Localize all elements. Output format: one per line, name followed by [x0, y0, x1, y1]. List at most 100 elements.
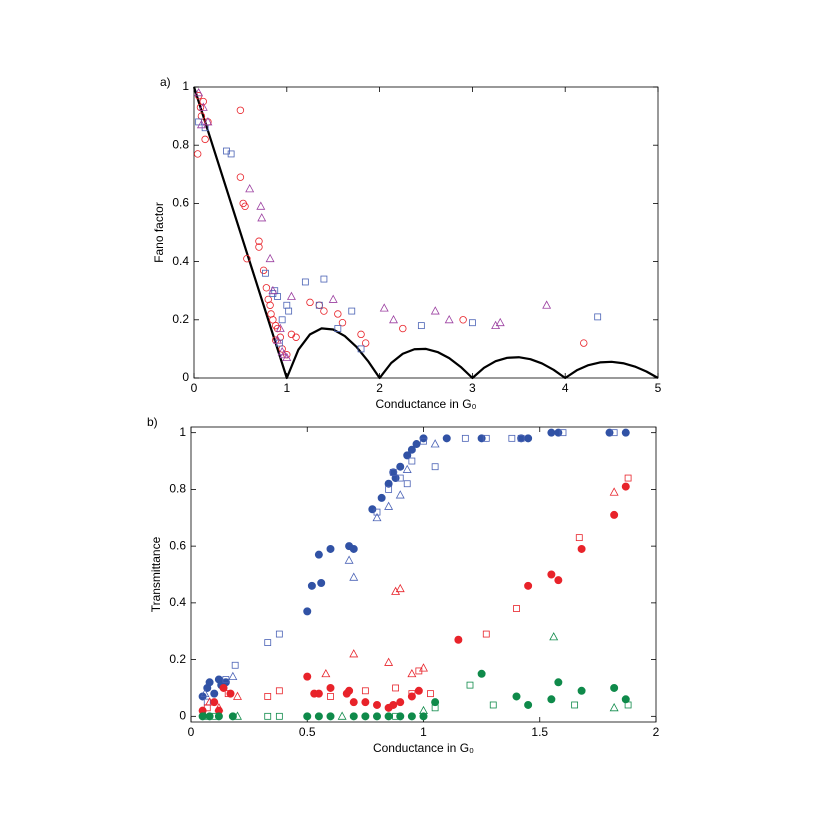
point: [361, 687, 369, 695]
point: [621, 482, 630, 491]
point: [200, 711, 210, 720]
y-tick-label: 0.2: [169, 652, 186, 666]
y-tick-label: 0.2: [172, 312, 189, 326]
point: [328, 294, 338, 303]
point: [399, 324, 407, 333]
point: [391, 586, 401, 595]
point: [275, 712, 283, 720]
y-tick-label: 0.4: [172, 254, 189, 268]
point: [395, 490, 405, 499]
point: [326, 712, 335, 721]
point: [454, 635, 463, 644]
point: [267, 310, 275, 318]
point: [326, 544, 335, 553]
point: [495, 317, 505, 327]
point: [301, 278, 309, 286]
point: [384, 657, 394, 666]
point: [389, 700, 398, 709]
point: [233, 691, 242, 700]
point: [266, 301, 274, 309]
point: [205, 678, 214, 687]
point: [224, 690, 232, 698]
point: [384, 712, 393, 721]
point: [389, 468, 397, 476]
point: [419, 712, 428, 721]
point: [349, 544, 358, 553]
point: [524, 434, 533, 443]
point: [372, 700, 381, 709]
point: [524, 581, 533, 590]
y-axis-label: Fano factor: [152, 202, 166, 263]
point: [348, 307, 356, 315]
point: [228, 671, 238, 681]
point: [396, 462, 405, 471]
point: [241, 202, 249, 211]
point: [419, 663, 428, 672]
point: [524, 700, 533, 709]
point: [412, 440, 421, 449]
point: [384, 501, 394, 510]
point: [315, 301, 323, 309]
point: [286, 291, 296, 300]
point: [408, 690, 416, 698]
point: [344, 555, 354, 564]
point: [403, 451, 412, 460]
point: [227, 150, 235, 158]
point: [210, 712, 218, 720]
point: [580, 339, 588, 347]
point: [257, 213, 267, 222]
point: [395, 583, 405, 593]
point: [609, 702, 619, 712]
point: [407, 712, 416, 721]
x-tick-label: 4: [562, 381, 569, 395]
x-axis-label: Conductance in G₀: [373, 741, 474, 755]
y-tick-label: 0.8: [169, 482, 186, 496]
point: [210, 689, 219, 698]
point: [219, 683, 228, 692]
point: [427, 690, 434, 698]
point: [361, 339, 370, 347]
point: [256, 201, 266, 210]
theory-line: [192, 86, 659, 380]
point: [403, 480, 411, 488]
point: [317, 579, 326, 588]
point: [430, 439, 440, 448]
point: [233, 711, 242, 720]
point: [396, 712, 405, 721]
panel-label: b): [147, 415, 158, 429]
point: [214, 702, 224, 712]
y-axis-label: Transmittance: [149, 536, 163, 612]
point: [417, 322, 425, 330]
point: [306, 298, 314, 307]
point: [489, 701, 497, 709]
point: [408, 457, 416, 465]
point: [334, 310, 342, 318]
y-tick-label: 0.4: [169, 595, 186, 609]
point: [517, 434, 526, 443]
y-tick-label: 0: [179, 708, 186, 722]
point: [283, 301, 291, 309]
point: [554, 576, 563, 585]
point: [419, 705, 428, 715]
point: [214, 712, 223, 721]
point: [407, 445, 416, 454]
y-tick-label: 0.8: [172, 137, 189, 151]
point: [431, 463, 439, 471]
point: [278, 316, 286, 324]
point: [442, 434, 451, 443]
point: [491, 320, 501, 330]
point: [372, 712, 381, 721]
point: [245, 184, 255, 193]
point: [279, 349, 289, 359]
point: [303, 712, 312, 721]
y-tick-label: 1: [179, 425, 186, 439]
point: [571, 701, 579, 709]
y-tick-label: 0.6: [172, 196, 189, 210]
point: [236, 106, 245, 114]
point: [420, 437, 427, 445]
point: [349, 572, 359, 581]
y-tick-label: 1: [182, 79, 189, 93]
plot-frame: [193, 86, 659, 379]
point: [554, 678, 563, 687]
